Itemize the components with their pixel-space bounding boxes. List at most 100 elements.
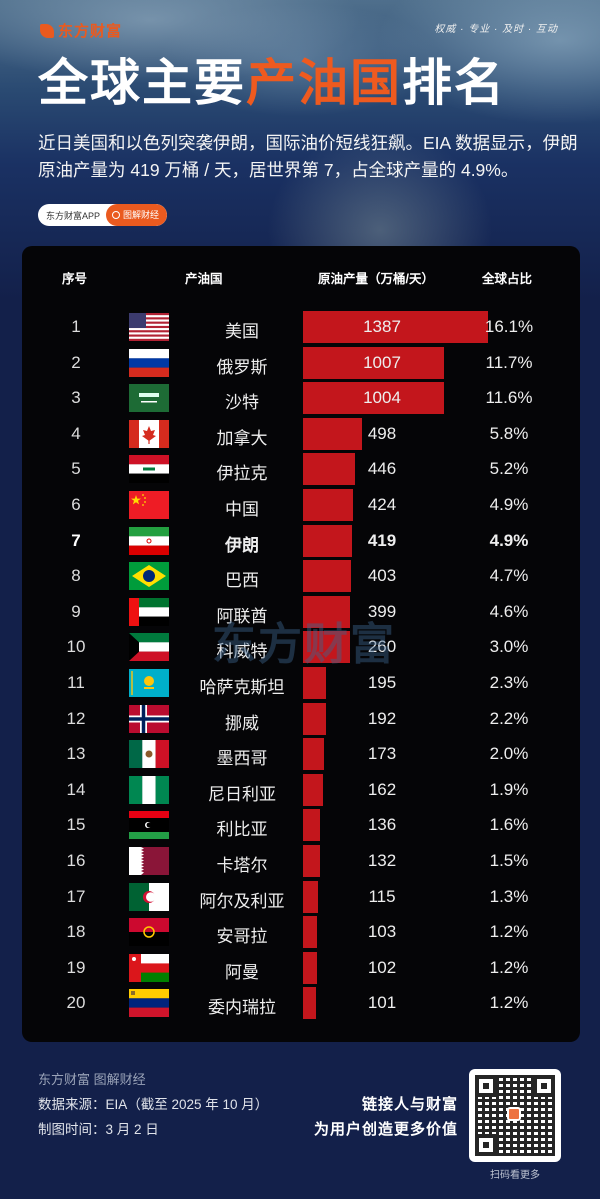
flag-ir-icon xyxy=(129,526,169,555)
share-cell: 1.2% xyxy=(489,993,529,1013)
production-bar xyxy=(303,738,324,771)
rank-cell: 9 xyxy=(71,601,81,621)
country-cell: 中国 xyxy=(225,500,259,519)
country-cell: 阿曼 xyxy=(225,962,259,982)
production-bar xyxy=(303,489,353,521)
table-row: 12 挪威 192 2.2% xyxy=(22,702,580,735)
production-value: 399 xyxy=(367,601,397,621)
share-cell: 5.2% xyxy=(489,459,529,479)
table-row: 19 阿曼 102 1.2% xyxy=(22,951,580,984)
share-cell: 2.2% xyxy=(489,708,529,728)
share-cell: 1.2% xyxy=(489,922,529,942)
share-cell: 11.7% xyxy=(485,352,533,372)
slogan-line1: 链接人与财富 xyxy=(361,1096,458,1113)
tagline: 权威 · 专业 · 及时 · 互动 xyxy=(434,24,558,35)
title-part1: 全球主要 xyxy=(38,55,246,111)
country-cell: 卡塔尔 xyxy=(216,856,268,875)
country-cell: 墨西哥 xyxy=(216,749,268,769)
rank-cell: 19 xyxy=(66,957,86,977)
production-bar xyxy=(303,916,317,949)
app-channel-pill[interactable]: 东方财富APP 图解财经 xyxy=(38,204,168,226)
flag-ve-icon xyxy=(129,989,169,1018)
table-row: 3 沙特 1004 11.6% xyxy=(22,382,580,415)
pill-channel-button[interactable]: 图解财经 xyxy=(106,204,168,226)
production-value: 1004 xyxy=(363,388,401,408)
country-cell: 阿联酋 xyxy=(216,606,268,626)
share-cell: 4.9% xyxy=(489,530,529,550)
title-highlight: 产油国 xyxy=(246,55,402,111)
footer-brand: 东方财富 图解财经 xyxy=(38,1072,146,1087)
share-cell: 2.3% xyxy=(489,673,529,692)
share-cell: 1.9% xyxy=(489,779,529,799)
country-cell: 哈萨克斯坦 xyxy=(199,678,285,697)
table-header: 序号 产油国 原油产量（万桶/天） 全球占比 xyxy=(22,268,580,288)
production-bar xyxy=(303,631,350,664)
production-bar xyxy=(303,453,355,486)
production-value: 192 xyxy=(367,708,397,728)
qr-finder xyxy=(475,1075,497,1097)
share-cell: 1.5% xyxy=(489,851,529,870)
production-bar xyxy=(303,311,488,343)
production-value: 424 xyxy=(367,495,397,514)
production-bar xyxy=(303,845,320,877)
rank-cell: 1 xyxy=(71,317,81,336)
flag-ca-icon xyxy=(129,419,169,448)
share-cell: 11.6% xyxy=(485,388,533,408)
rank-cell: 6 xyxy=(71,495,81,514)
share-cell: 4.7% xyxy=(489,566,529,586)
qr-finder xyxy=(533,1075,555,1097)
share-cell: 2.0% xyxy=(489,744,529,764)
table-row: 17 阿尔及利亚 115 1.3% xyxy=(22,880,580,913)
production-bar xyxy=(303,560,351,593)
production-bar xyxy=(303,809,320,842)
share-cell: 4.9% xyxy=(489,495,529,514)
search-icon xyxy=(112,211,121,219)
brand-logo: 东方财富 xyxy=(40,20,122,41)
country-cell: 科威特 xyxy=(216,642,268,662)
qr-finder xyxy=(475,1134,497,1156)
flag-sa-icon xyxy=(129,384,169,413)
production-bar xyxy=(303,417,362,450)
ranking-table: 序号 产油国 原油产量（万桶/天） 全球占比 1 美国 1387 16.1% 2 俄罗斯 1… xyxy=(22,246,580,1042)
production-value: 1007 xyxy=(363,352,401,372)
country-cell: 尼日利亚 xyxy=(208,784,276,804)
flag-br-icon xyxy=(129,562,169,591)
rank-cell: 18 xyxy=(66,922,86,942)
flag-us-icon xyxy=(129,313,169,341)
country-cell: 阿尔及利亚 xyxy=(199,891,285,911)
table-row: 16 卡塔尔 132 1.5% xyxy=(22,845,580,877)
country-cell: 加拿大 xyxy=(216,428,268,448)
country-cell: 伊拉克 xyxy=(216,464,268,484)
qr-code[interactable] xyxy=(469,1069,561,1162)
rank-cell: 7 xyxy=(71,530,81,550)
production-bar xyxy=(303,702,326,735)
table-row: 4 加拿大 498 5.8% xyxy=(22,417,580,450)
production-value: 173 xyxy=(367,744,397,764)
pill-channel-label: 图解财经 xyxy=(123,210,160,220)
table-row: 13 墨西哥 173 2.0% xyxy=(22,738,580,771)
production-bar xyxy=(303,987,316,1020)
production-value: 115 xyxy=(368,886,396,906)
table-row: 18 安哥拉 103 1.2% xyxy=(22,916,580,949)
share-cell: 1.6% xyxy=(489,815,529,835)
flag-kw-icon xyxy=(129,633,169,662)
country-cell: 巴西 xyxy=(225,571,259,591)
rank-cell: 15 xyxy=(66,815,86,835)
country-cell: 沙特 xyxy=(225,393,259,413)
production-value: 195 xyxy=(367,673,397,692)
production-value: 102 xyxy=(367,957,397,977)
qr-pattern xyxy=(475,1075,555,1156)
flag-kz-icon xyxy=(129,669,169,697)
table-row: 1 美国 1387 16.1% xyxy=(22,311,580,343)
flag-ru-icon xyxy=(129,348,169,377)
chart-date: 制图时间：3 月 2 日 xyxy=(38,1122,159,1137)
header-country: 产油国 xyxy=(185,272,223,286)
production-bar xyxy=(303,346,444,379)
data-source: 数据来源：EIA（截至 2025 年 10 月） xyxy=(38,1097,269,1112)
table-row: 9 阿联酋 399 4.6% xyxy=(22,595,580,628)
country-cell: 挪威 xyxy=(225,713,259,733)
header-share: 全球占比 xyxy=(482,272,533,286)
share-cell: 3.0% xyxy=(489,637,529,657)
brand-name: 东方财富 xyxy=(58,23,123,40)
qr-caption: 扫码看更多 xyxy=(490,1170,540,1181)
